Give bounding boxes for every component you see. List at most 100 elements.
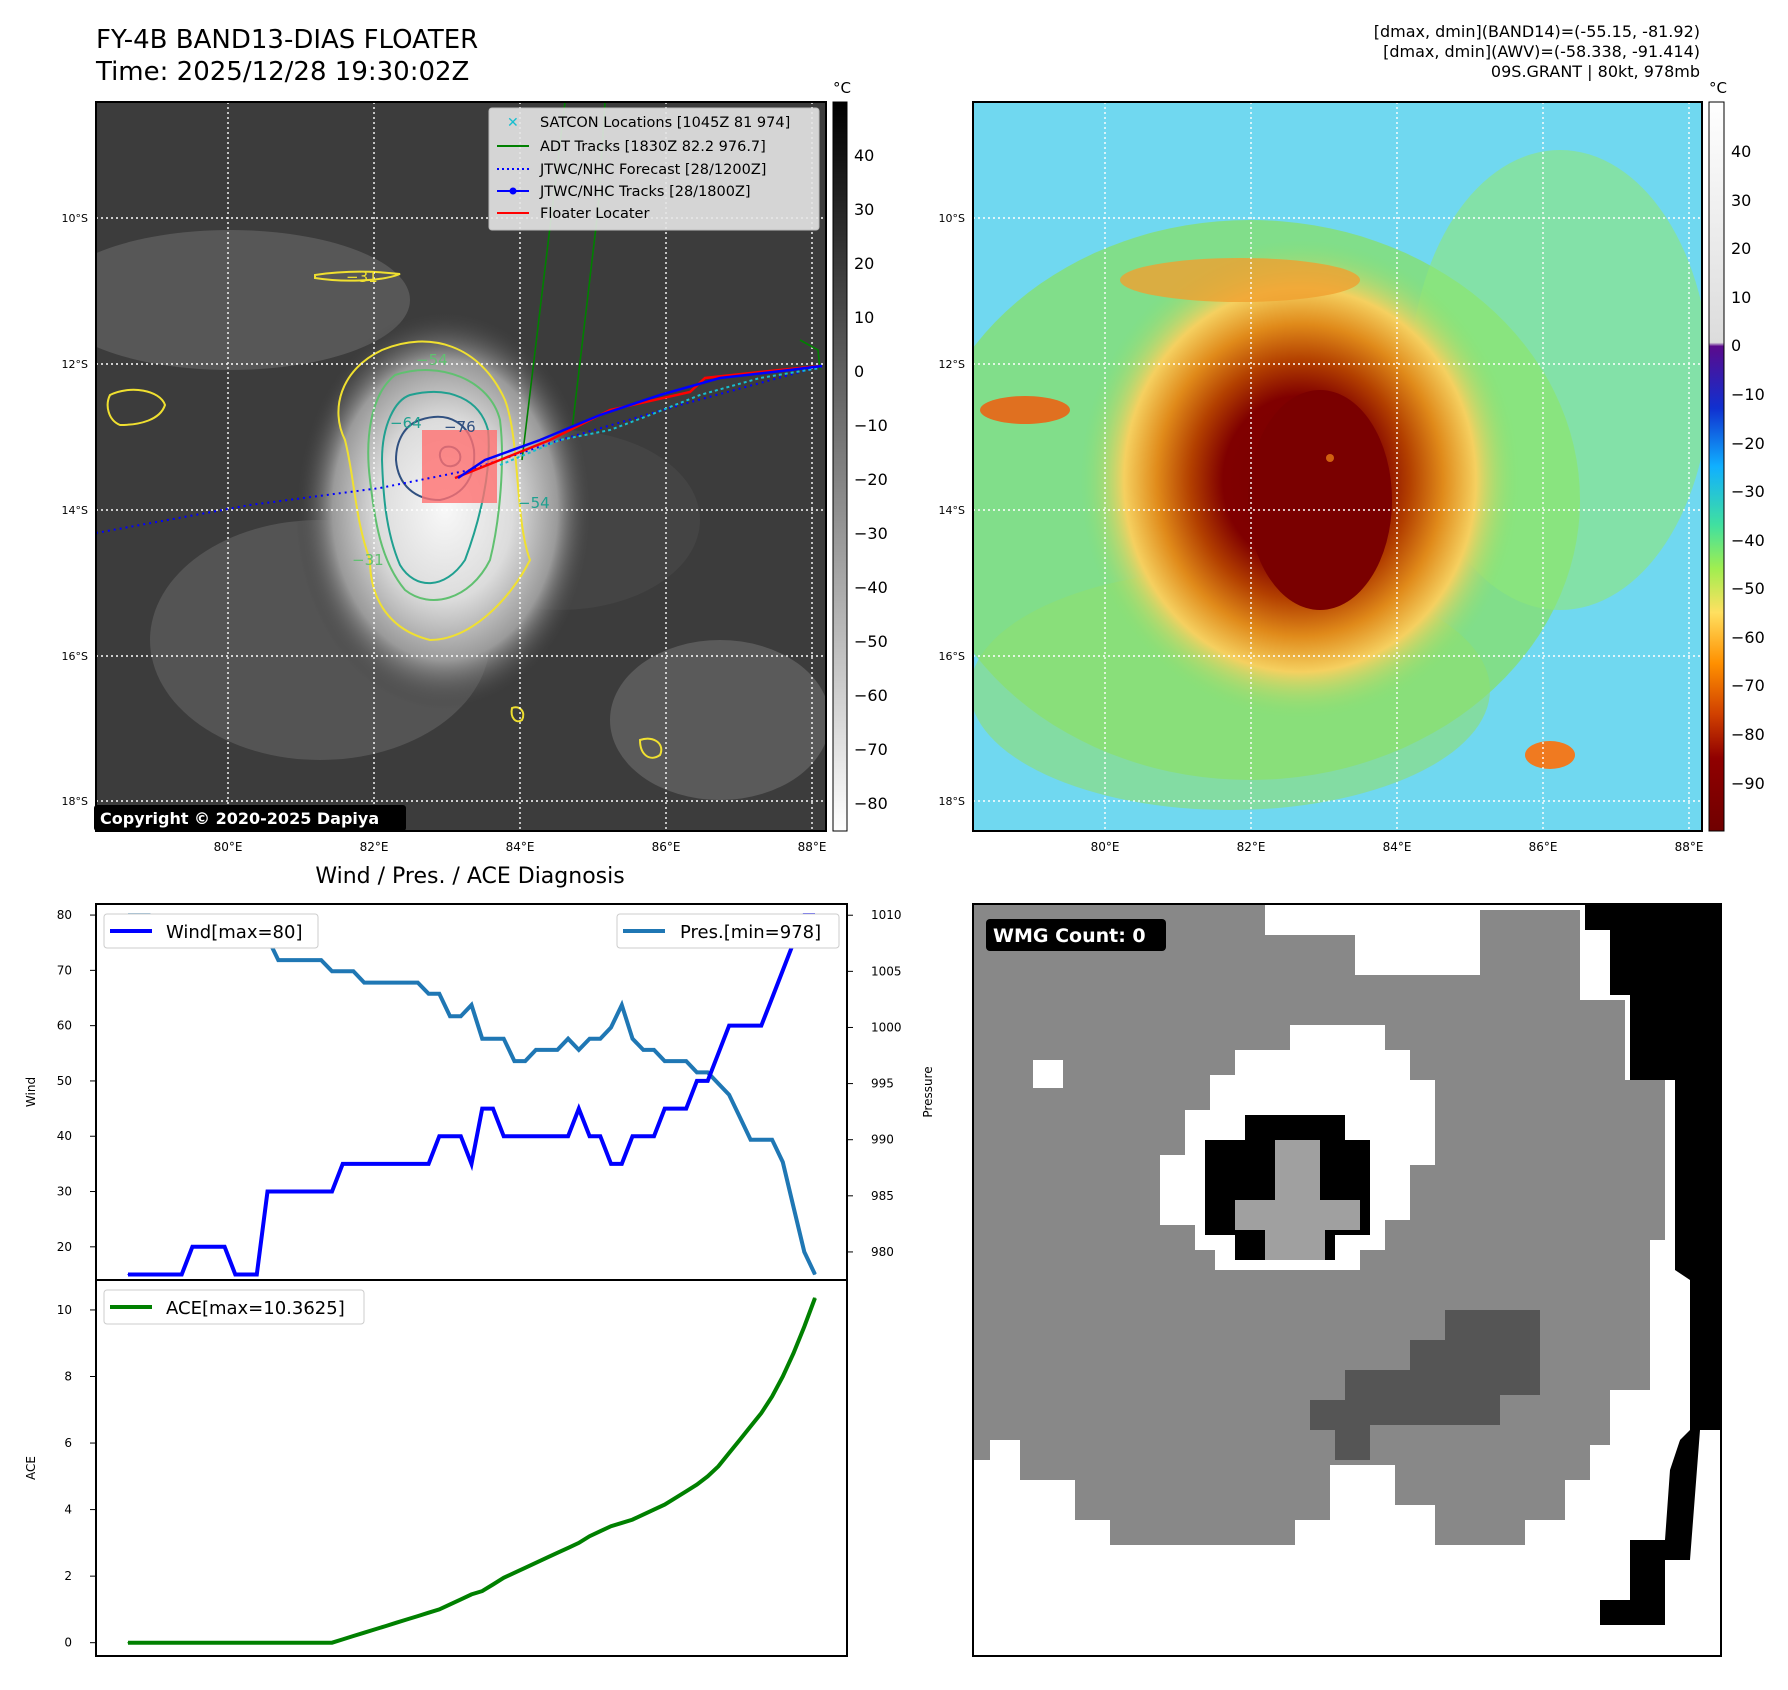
tick-label: 10 [57, 1303, 72, 1317]
data-point [567, 1038, 569, 1040]
data-point [438, 1608, 440, 1611]
data-point [331, 1642, 333, 1644]
data-point [224, 1642, 226, 1644]
colorbar-tick: −60 [1731, 628, 1765, 647]
data-point [234, 1273, 236, 1276]
info-line-1: [dmax, dmin](BAND14)=(-55.15, -81.92) [1373, 22, 1700, 41]
data-point [395, 1163, 397, 1165]
data-point [374, 1163, 376, 1165]
data-point [481, 1038, 483, 1040]
colorbar-tick: −90 [1731, 774, 1765, 793]
ir-panel: −31 −54 −64 −76 −54 −31 10°S 12°S 14°S 1… [62, 79, 888, 854]
legend-label-forecast: JTWC/NHC Forecast [28/1200Z] [539, 162, 766, 178]
contour-island [106, 388, 167, 427]
data-point [245, 1273, 247, 1276]
wmg-white-spot [1033, 1060, 1063, 1088]
data-point [567, 1135, 569, 1137]
data-point [127, 1642, 129, 1644]
lon-label: 84°E [506, 840, 535, 854]
contour-label: −64 [390, 414, 422, 432]
data-point [299, 959, 301, 961]
ir-cloud-band [96, 230, 410, 370]
pressure-yticks: 980 985 990 995 1000 1005 1010 [847, 908, 902, 1259]
jtwc-track [457, 364, 823, 480]
colorbar-tick: 20 [854, 254, 874, 273]
colorbar-tick: 0 [854, 362, 864, 381]
tick-label: 985 [871, 1189, 894, 1203]
colorbar-tick: 40 [854, 146, 874, 165]
legend-label-floater: Floater Locater [540, 206, 649, 222]
data-point [771, 997, 773, 999]
data-point [578, 1049, 580, 1051]
data-point [664, 1107, 666, 1110]
wv-rainband [980, 396, 1070, 424]
colorbar-tick: 20 [1731, 239, 1751, 258]
data-point [417, 1163, 419, 1165]
data-point [331, 1190, 333, 1193]
lon-label: 86°E [1529, 840, 1558, 854]
data-point [728, 1025, 730, 1027]
data-point [631, 1518, 634, 1521]
data-point [234, 1642, 236, 1644]
ace-series-line [128, 1297, 817, 1645]
legend-marker-jtwc-dot [509, 187, 517, 195]
lon-label: 86°E [652, 840, 681, 854]
tick-label: 80 [57, 908, 72, 922]
ace-panel: ACE 0 2 4 6 8 10 ACE[max=10.3625] [24, 1279, 848, 1657]
data-point [138, 1642, 140, 1644]
ir-colorbar [832, 101, 848, 832]
data-point [460, 1598, 462, 1601]
legend-label-satcon: SATCON Locations [1045Z 81 974] [540, 115, 790, 131]
data-point [363, 1163, 365, 1165]
data-point [739, 1025, 741, 1027]
lat-label: 18°S [62, 795, 88, 808]
data-point [546, 1557, 548, 1559]
tick-label: 40 [57, 1129, 72, 1143]
ir-cloud-band [610, 640, 826, 800]
data-point [588, 1535, 591, 1537]
wind-series-line [128, 913, 815, 1277]
wind-axis-label: Wind [24, 1077, 38, 1107]
data-point [395, 1622, 397, 1624]
data-point [653, 1049, 655, 1051]
data-point [170, 1273, 172, 1276]
data-point [352, 1163, 355, 1165]
tick-label: 4 [64, 1503, 72, 1517]
ace-points [127, 1297, 816, 1644]
contour-label: −31 [352, 551, 384, 569]
data-point [578, 1107, 580, 1110]
data-point [181, 1642, 183, 1644]
data-point [406, 1163, 408, 1165]
colorbar-tick: −60 [854, 686, 888, 705]
data-point [771, 1139, 773, 1141]
data-point [277, 1642, 279, 1644]
lon-label: 88°E [1675, 840, 1704, 854]
data-point [438, 1135, 440, 1137]
data-point [277, 1190, 279, 1193]
data-point [191, 1246, 194, 1248]
data-point [782, 1161, 784, 1163]
title-line-1: FY-4B BAND13-DIAS FLOATER [96, 25, 479, 55]
legend-label-wind: Wind[max=80] [166, 922, 303, 943]
legend-box [103, 913, 319, 949]
colorbar-tick: −40 [854, 578, 888, 597]
legend-box [103, 1289, 365, 1325]
data-point [513, 1060, 516, 1062]
colorbar-tick: 30 [1731, 191, 1751, 210]
copyright-text: Copyright © 2020-2025 Dapiya [100, 809, 379, 828]
tick-label: 1000 [871, 1020, 902, 1034]
legend-box [616, 913, 840, 949]
lon-label: 88°E [798, 840, 827, 854]
data-point [352, 1635, 355, 1637]
data-point [674, 1497, 677, 1499]
tick-label: 20 [57, 1240, 72, 1254]
data-point [707, 1080, 709, 1082]
data-point [707, 1475, 709, 1477]
tick-label: 990 [871, 1133, 894, 1147]
data-point [503, 1038, 505, 1040]
pressure-series-line [128, 913, 817, 1276]
data-point [610, 1525, 612, 1527]
colorbar-tick: 10 [854, 308, 874, 327]
colorbar-tick: −10 [854, 416, 888, 435]
data-point [449, 1135, 451, 1137]
